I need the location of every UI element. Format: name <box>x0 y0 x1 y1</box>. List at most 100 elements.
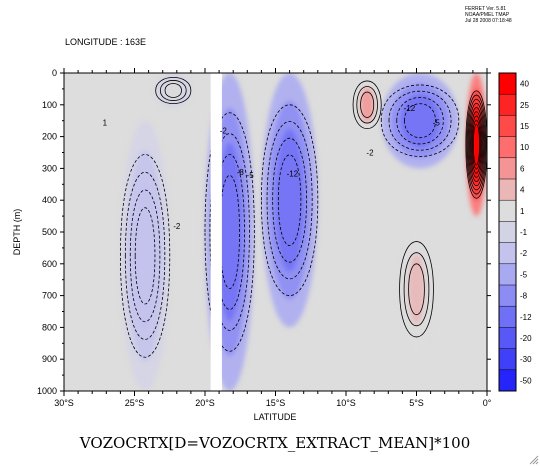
contour-equatorial-undercurrent <box>472 123 480 166</box>
colorbar: 40 25 15 10 6 4 1 -1 -2 -5 -8 -12 -20 -30 -50 <box>498 72 532 392</box>
colorbar-swatch <box>499 327 516 349</box>
contour-subsurface-jet-8S <box>356 86 378 124</box>
contour-equatorial-undercurrent <box>468 103 485 187</box>
colorbar-swatch <box>499 179 516 201</box>
colorbar-label: 10 <box>520 143 529 152</box>
contour-band-14S <box>277 154 302 246</box>
x-tick-label: 5°S <box>409 398 424 408</box>
colorbar-swatch <box>499 221 516 243</box>
contour-equatorial-undercurrent <box>470 111 483 178</box>
colorbar-swatch <box>499 73 516 95</box>
y-tick-label: 500 <box>42 227 57 237</box>
colorbar-label: 15 <box>520 122 529 131</box>
contour-deep-jet-5S <box>408 263 425 316</box>
contour-equatorial-undercurrent <box>471 115 482 174</box>
contour-surface-21S <box>164 83 182 98</box>
contour-band-14S <box>272 138 307 263</box>
y-tick-label: 900 <box>42 354 57 364</box>
colorbar-label: 40 <box>520 80 529 89</box>
contour-subsurface-jet-8S <box>352 80 382 130</box>
contour-labels: -2-8 -5 -12-2-12-51-2 <box>103 104 441 231</box>
contour-label: -5 <box>247 171 255 180</box>
contour-label: -2 <box>220 126 228 135</box>
colorbar-swatch <box>499 115 516 137</box>
colorbar-swatch <box>499 200 516 222</box>
stamp-line-1: FERRET Ver. 5.81 <box>465 6 506 12</box>
y-tick-label: 0 <box>52 68 57 78</box>
contour-band-14S <box>266 121 313 280</box>
contour-label: -5 <box>433 118 441 127</box>
contour-band-14S <box>260 104 319 296</box>
contour-equatorial-undercurrent <box>465 90 487 199</box>
colorbar-swatch <box>499 306 516 328</box>
ferret-stamp: FERRET Ver. 5.81 NOAA/PMEL TMAP Jul 28 2… <box>465 6 512 24</box>
colorbar-label: -50 <box>520 376 532 385</box>
region-deep-jet-5S <box>408 253 425 325</box>
colorbar-swatch <box>499 136 516 158</box>
y-tick-label: 100 <box>42 100 57 110</box>
colorbar-label: -20 <box>520 334 532 343</box>
y-tick-label: 200 <box>42 132 57 142</box>
contour-surface-21S <box>155 77 192 104</box>
contour-band-5S <box>404 103 436 138</box>
contour-band-24S <box>129 189 161 322</box>
missing-data-gap <box>210 73 222 391</box>
y-tick-label: 400 <box>42 195 57 205</box>
x-tick-label: 25°S <box>125 398 145 408</box>
plot-area: -2-8 -5 -12-2-12-51-2 <box>64 73 487 391</box>
colorbar-swatch <box>499 285 516 307</box>
y-axis-label: DEPTH (m) <box>12 209 22 256</box>
resize-grip-icon[interactable] <box>529 455 539 465</box>
colorbar-label: 6 <box>520 164 525 173</box>
contour-lines <box>119 77 487 358</box>
colorbar-swatch <box>499 348 516 370</box>
colorbar-label: -12 <box>520 313 532 322</box>
contour-label: -2 <box>366 149 374 158</box>
contour-label: -12 <box>404 104 416 113</box>
chart-title: VOZOCRTX[D=VOZOCRTX_EXTRACT_MEAN]*100 <box>79 434 471 452</box>
y-axis: 0 100 200 300 400 500 600 700 800 900 1000 <box>37 68 491 396</box>
contour-label: -8 <box>237 168 245 177</box>
colorbar-swatch <box>499 263 516 285</box>
contour-label: -2 <box>173 222 181 231</box>
colorbar-label: 1 <box>520 207 525 216</box>
colorbar-swatch <box>499 157 516 179</box>
y-tick-label: 300 <box>42 163 57 173</box>
stamp-line-2: NOAA/PMEL TMAP <box>465 12 510 18</box>
contour-deep-jet-5S <box>403 252 430 327</box>
x-tick-label: 0° <box>483 398 492 408</box>
y-tick-label: 1000 <box>37 386 57 396</box>
region-subsurface-jet-8S <box>360 86 375 123</box>
longitude-subtitle: LONGITUDE : 163E <box>65 37 146 47</box>
x-tick-label: 10°S <box>336 398 356 408</box>
colorbar-swatch <box>499 242 516 264</box>
region-band-24S <box>132 180 158 332</box>
contour-subsurface-jet-8S <box>360 91 375 118</box>
region-surface-21S <box>164 80 183 101</box>
colorbar-label: 4 <box>520 186 525 195</box>
colorbar-label: -1 <box>520 228 528 237</box>
contour-band-5S <box>388 90 452 151</box>
contour-equatorial-undercurrent <box>467 98 486 191</box>
contour-band-24S <box>134 207 156 305</box>
contour-equatorial-undercurrent <box>469 107 484 182</box>
contour-label: -12 <box>287 169 299 178</box>
colorbar-label: -5 <box>520 270 528 279</box>
colorbar-label: 25 <box>520 101 529 110</box>
x-tick-label: 30°S <box>54 398 74 408</box>
x-axis: 30°S 25°S 20°S 15°S 10°S 5°S 0° <box>54 68 492 408</box>
y-tick-label: 800 <box>42 322 57 332</box>
y-tick-label: 600 <box>42 259 57 269</box>
contour-surface-21S <box>159 80 187 101</box>
x-axis-label: LATITUDE <box>254 412 297 422</box>
stamp-line-3: Jul 28 2008 07:18:48 <box>465 18 512 24</box>
colorbar-frame <box>498 72 517 392</box>
colorbar-swatch <box>499 369 516 391</box>
colorbar-label: -8 <box>520 292 528 301</box>
colorbar-label: -2 <box>520 249 528 258</box>
contour-band-18S <box>219 174 240 290</box>
colorbar-swatch <box>499 94 516 116</box>
contour-equatorial-undercurrent <box>466 94 487 195</box>
x-tick-label: 20°S <box>195 398 215 408</box>
